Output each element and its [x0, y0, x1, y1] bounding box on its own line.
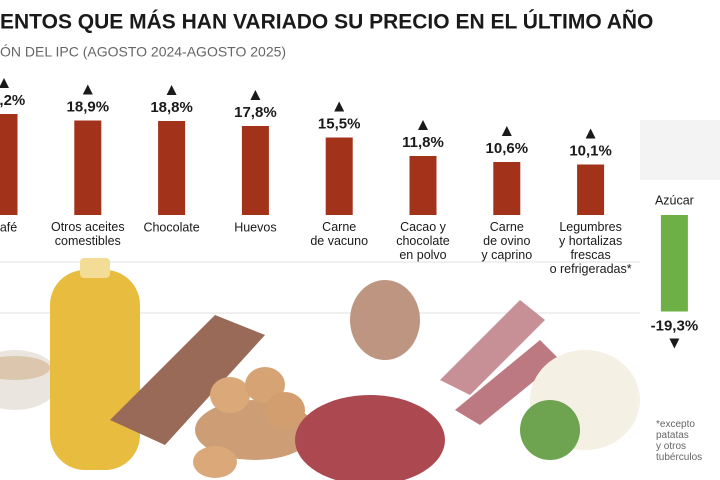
change-arrow	[250, 90, 261, 100]
value-label: 10,1%	[569, 142, 612, 159]
category-label: Cacao y chocolate en polvo	[396, 220, 450, 262]
change-arrow	[0, 78, 9, 88]
change-arrow	[82, 84, 93, 95]
change-arrow	[585, 128, 596, 139]
change-arrow	[334, 101, 345, 112]
value-label: 10,6%	[486, 140, 529, 157]
chart-title: ENTOS QUE MÁS HAN VARIADO SU PRECIO EN E…	[0, 10, 653, 34]
bar	[493, 162, 521, 215]
category-label: Otros aceites comestibles	[51, 220, 125, 248]
change-arrow	[418, 120, 428, 130]
category-label: Huevos	[234, 220, 276, 234]
value-label: 20,2%	[0, 92, 25, 109]
bar	[325, 137, 353, 215]
bar	[409, 156, 437, 215]
chart-subtitle: ÓN DEL IPC (AGOSTO 2024-AGOSTO 2025)	[0, 44, 286, 60]
food-illustrations	[0, 120, 720, 480]
category-label: Café	[0, 220, 17, 234]
category-label: Carne de vacuno	[310, 220, 368, 248]
value-label: 17,8%	[234, 104, 277, 121]
change-arrow	[166, 85, 177, 95]
value-label: 18,8%	[150, 99, 193, 116]
value-label: -19,3%	[651, 317, 699, 334]
bar	[0, 114, 18, 215]
value-label: 18,9%	[67, 98, 110, 115]
category-label: Chocolate	[143, 220, 199, 234]
category-label: Carne de ovino y caprino	[481, 220, 532, 262]
category-label: Azúcar	[655, 193, 694, 207]
change-arrow	[669, 338, 680, 349]
bar	[660, 215, 688, 312]
footnote: *excepto patatas y otros tubérculos	[656, 419, 702, 463]
bar	[74, 120, 102, 215]
bar	[241, 126, 269, 215]
change-arrow	[501, 126, 512, 136]
category-label: Legumbres y hortalizas frescas o refrigerad…	[550, 220, 632, 276]
bar	[577, 164, 605, 215]
value-label: 15,5%	[318, 115, 361, 132]
value-label: 11,8%	[402, 134, 444, 151]
bar	[158, 121, 186, 215]
